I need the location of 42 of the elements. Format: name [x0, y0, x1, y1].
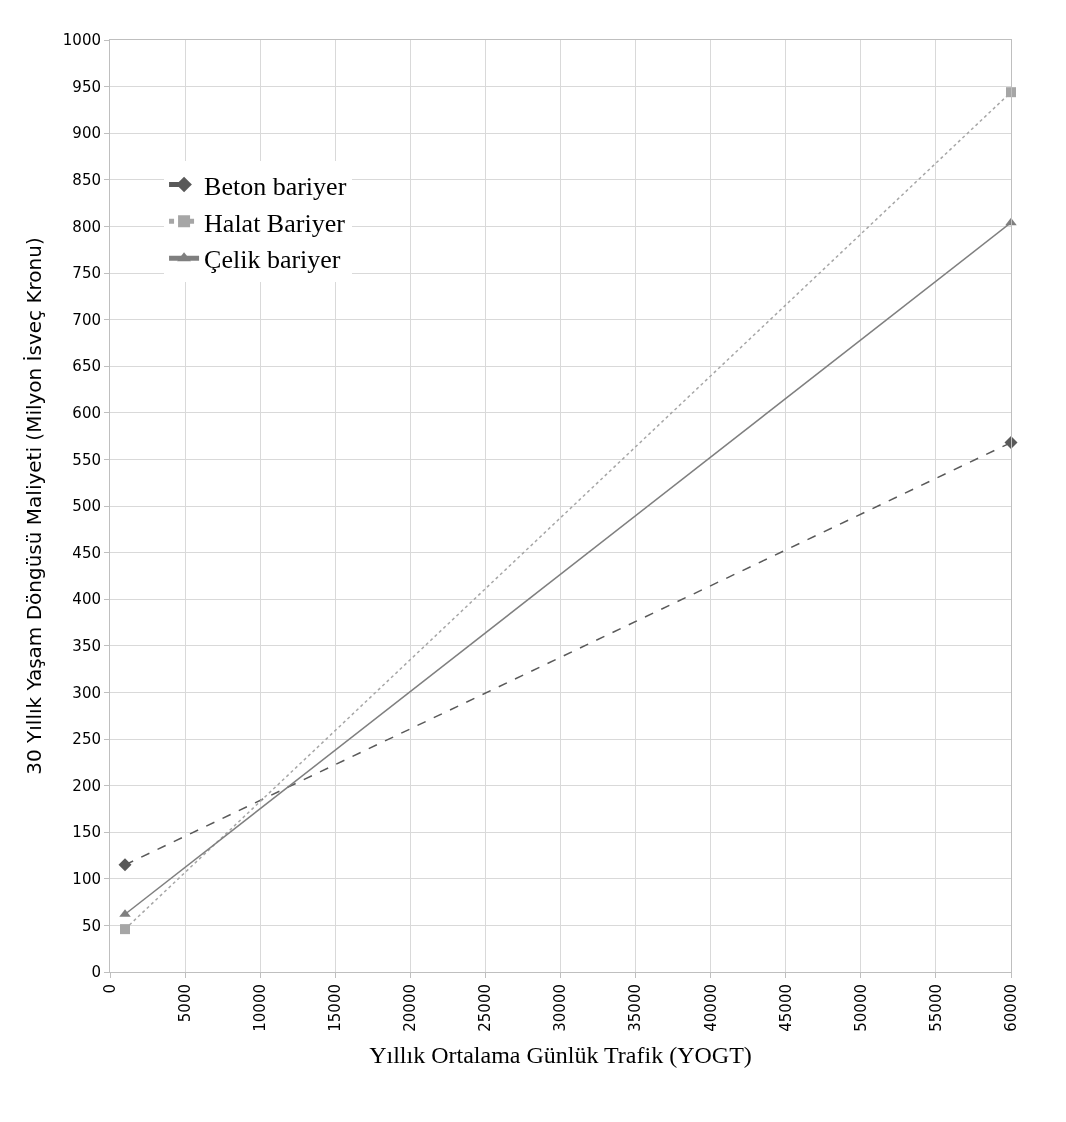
y-tick-label: 500 — [72, 497, 101, 516]
x-tick-label: 55000 — [926, 984, 945, 1032]
y-tick-label: 400 — [72, 590, 101, 609]
y-tick-label: 0 — [91, 963, 101, 982]
y-tick-label: 350 — [72, 637, 101, 656]
legend-label: Beton bariyer — [204, 171, 347, 201]
x-tick-label: 20000 — [401, 984, 420, 1032]
y-axis-title: 30 Yıllık Yaşam Döngüsü Maliyeti (Milyon İsveç Kronu) — [22, 237, 47, 775]
y-tick-label: 700 — [72, 310, 101, 329]
x-tick-label: 10000 — [251, 984, 270, 1032]
point — [120, 924, 131, 935]
y-tick-label: 550 — [72, 450, 101, 469]
y-tick-label: 900 — [72, 124, 101, 143]
y-tick-label: 850 — [72, 171, 101, 190]
y-tick-label: 300 — [72, 683, 101, 702]
x-tick-label: 35000 — [626, 984, 645, 1032]
y-tick-label: 800 — [72, 217, 101, 236]
y-tick-label: 150 — [72, 823, 101, 842]
x-tick-label: 0 — [100, 984, 119, 994]
point — [1006, 87, 1016, 98]
y-tick-label: 650 — [72, 357, 101, 376]
y-tick-label: 600 — [72, 404, 101, 423]
y-tick-label: 750 — [72, 264, 101, 283]
point — [118, 858, 132, 872]
x-tick-label: 15000 — [326, 984, 345, 1032]
x-tick-label: 60000 — [1001, 984, 1020, 1032]
legend-label: Çelik bariyer — [204, 245, 341, 275]
x-tick-label: 25000 — [476, 984, 495, 1032]
y-tick-label: 1000 — [62, 31, 101, 50]
x-axis-title: Yıllık Ortalama Günlük Trafik (YOGT) — [369, 1042, 752, 1069]
y-tick-label: 950 — [72, 77, 101, 96]
y-tick-label: 50 — [81, 916, 101, 935]
y-tick-label: 100 — [72, 870, 101, 889]
legend-label: Halat Bariyer — [204, 208, 346, 238]
y-tick-label: 450 — [72, 543, 101, 562]
x-tick-label: 45000 — [776, 984, 795, 1032]
x-tick-label: 50000 — [851, 984, 870, 1032]
x-tick-label: 40000 — [701, 984, 720, 1032]
y-tick-label: 250 — [72, 730, 101, 749]
y-tick-label: 200 — [72, 776, 101, 795]
x-tick-label: 30000 — [551, 984, 570, 1032]
x-tick-label: 5000 — [175, 984, 194, 1023]
